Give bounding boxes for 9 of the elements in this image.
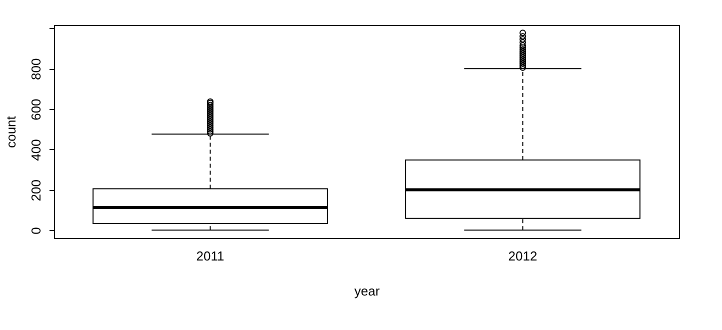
y-tick-label: 400 — [28, 139, 44, 161]
x-axis-title: year — [354, 284, 380, 298]
y-tick-label: 200 — [28, 180, 44, 202]
y-tick-label: 800 — [28, 58, 44, 80]
y-tick-label: 0 — [28, 227, 44, 234]
x-tick-label: 2011 — [196, 248, 224, 264]
y-axis-title: count — [4, 116, 18, 148]
x-tick-label: 2012 — [508, 248, 538, 264]
y-tick-label: 600 — [28, 98, 44, 120]
